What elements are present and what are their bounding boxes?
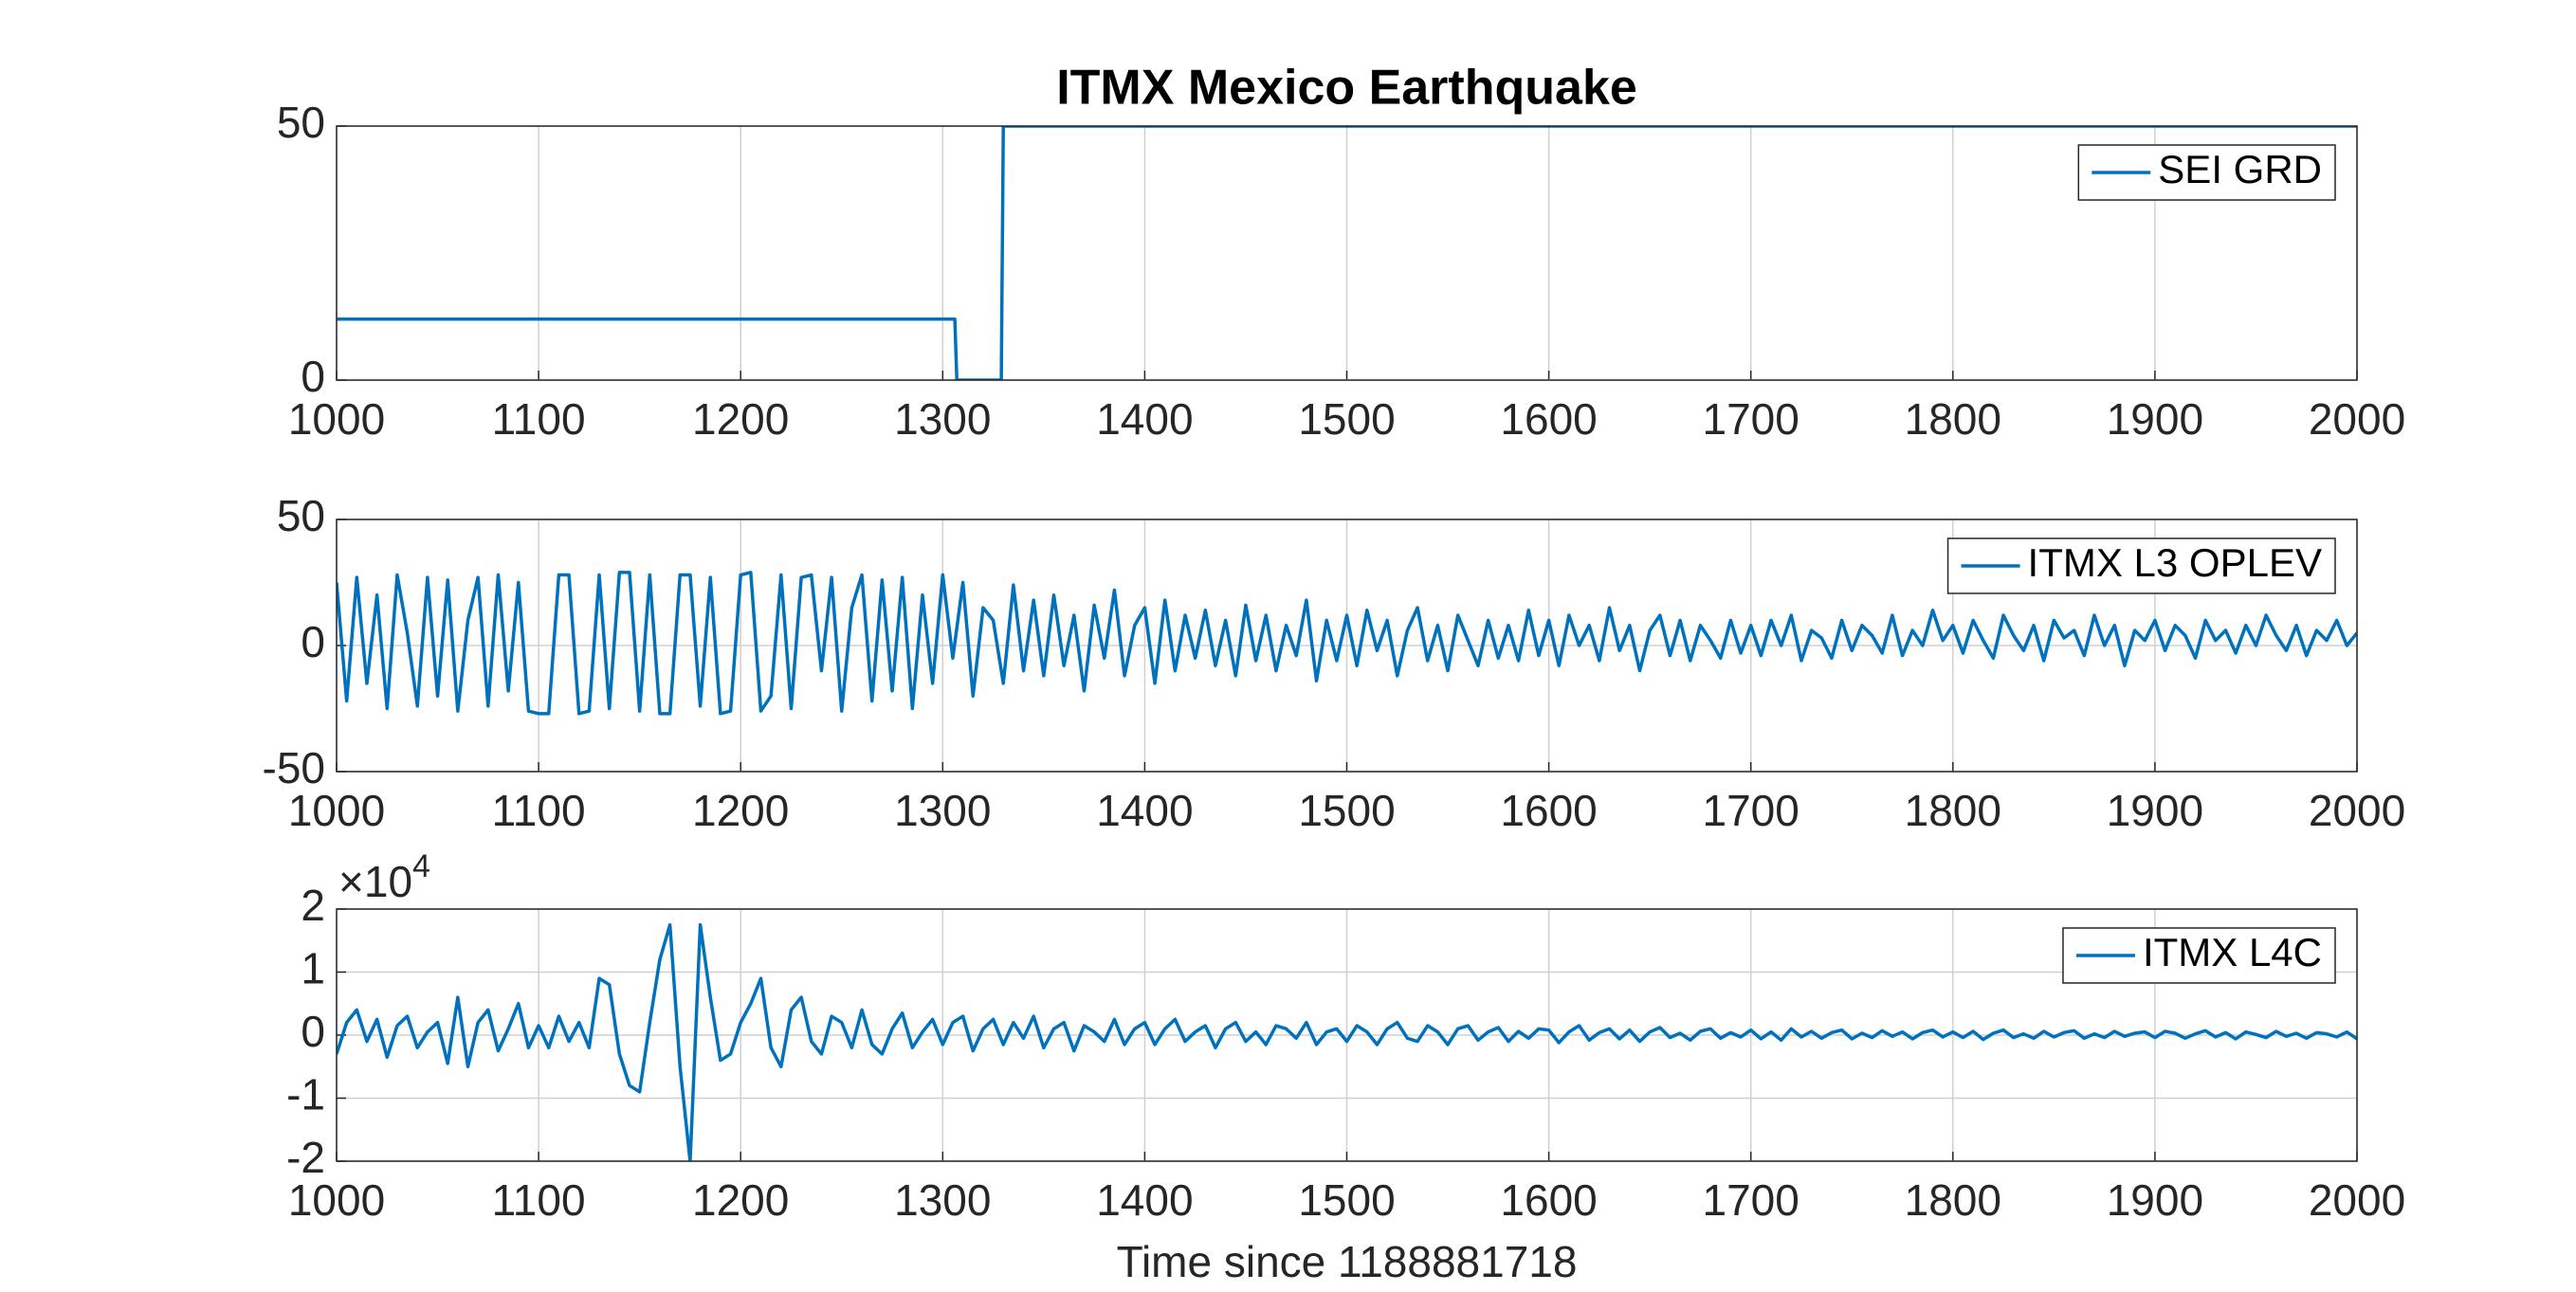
x-tick-label: 1400: [1096, 1175, 1193, 1225]
x-tick-label: 1000: [288, 1175, 385, 1225]
y-tick-label: 0: [301, 352, 325, 401]
data-line: [337, 126, 2357, 380]
y-multiplier: ×104: [338, 848, 430, 906]
x-tick-label: 1000: [288, 394, 385, 444]
plot-area: [337, 571, 2357, 716]
x-tick-label: 1500: [1298, 1175, 1395, 1225]
plot-area: [337, 922, 2357, 1161]
axes-frame: [336, 519, 2358, 773]
x-tick-label: 1100: [492, 1175, 586, 1225]
x-tick-label: 1700: [1703, 394, 1800, 444]
x-tick-label: 1500: [1298, 786, 1395, 835]
x-tick-label: 1100: [492, 786, 586, 835]
legend-label: ITMX L3 OPLEV: [2028, 540, 2322, 585]
x-tick-label: 1900: [2107, 394, 2203, 444]
y-tick-label: -1: [286, 1070, 325, 1119]
x-tick-label: 1200: [692, 786, 789, 835]
legend: ITMX L3 OPLEV: [1946, 537, 2336, 594]
x-tick-label: 1300: [894, 1175, 991, 1225]
x-tick-label: 1800: [1905, 786, 2001, 835]
legend: SEI GRD: [2077, 144, 2336, 201]
x-tick-label: 1600: [1500, 394, 1597, 444]
legend: ITMX L4C: [2062, 927, 2336, 984]
x-tick-label: 1700: [1703, 1175, 1800, 1225]
x-tick-label: 1700: [1703, 786, 1800, 835]
x-tick-label: 2000: [2309, 786, 2405, 835]
legend-label: ITMX L4C: [2143, 930, 2322, 974]
x-tick-label: 1800: [1905, 394, 2001, 444]
x-tick-label: 2000: [2309, 394, 2405, 444]
x-tick-label: 1000: [288, 786, 385, 835]
data-line: [337, 571, 2357, 716]
data-line: [337, 922, 2357, 1161]
axes-frame: [336, 125, 2358, 381]
y-tick-label: 50: [277, 491, 325, 540]
y-tick-label: 0: [301, 1007, 325, 1056]
y-tick-label: 2: [301, 881, 325, 930]
x-tick-label: 1500: [1298, 394, 1395, 444]
y-tick-label: -2: [286, 1133, 325, 1182]
chart-title: ITMX Mexico Earthquake: [1056, 61, 1637, 116]
axes-frame: [336, 908, 2358, 1162]
y-tick-label: 50: [277, 98, 325, 147]
plot-area: [337, 126, 2357, 380]
x-tick-label: 1200: [692, 1175, 789, 1225]
x-tick-label: 1300: [894, 786, 991, 835]
x-tick-label: 1200: [692, 394, 789, 444]
x-axis-label: Time since 1188881718: [1117, 1237, 1578, 1286]
x-tick-label: 2000: [2309, 1175, 2405, 1225]
y-multiplier-exponent: 4: [412, 848, 430, 884]
x-tick-label: 1600: [1500, 1175, 1597, 1225]
y-multiplier-base: ×10: [338, 857, 412, 906]
x-tick-label: 1400: [1096, 394, 1193, 444]
x-tick-label: 1600: [1500, 786, 1597, 835]
x-tick-label: 1900: [2107, 1175, 2203, 1225]
y-tick-label: -50: [263, 743, 325, 792]
x-tick-label: 1800: [1905, 1175, 2001, 1225]
legend-label: SEI GRD: [2158, 147, 2322, 191]
x-tick-label: 1900: [2107, 786, 2203, 835]
y-tick-label: 0: [301, 617, 325, 666]
x-tick-label: 1300: [894, 394, 991, 444]
y-tick-label: 1: [301, 944, 325, 993]
x-tick-label: 1100: [492, 394, 586, 444]
x-tick-label: 1400: [1096, 786, 1193, 835]
